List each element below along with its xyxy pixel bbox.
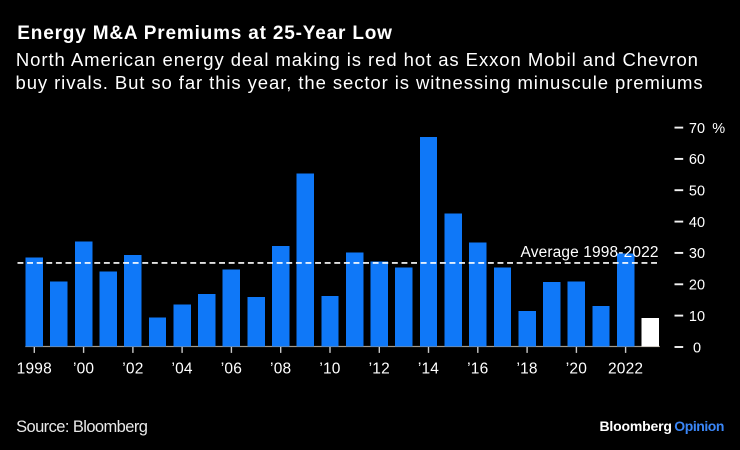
svg-text:’06: ’06 — [221, 361, 242, 378]
svg-text:Average 1998-2022: Average 1998-2022 — [521, 244, 659, 261]
svg-text:’02: ’02 — [122, 361, 143, 378]
svg-text:’04: ’04 — [171, 361, 192, 378]
svg-text:70: 70 — [689, 121, 705, 137]
svg-text:’00: ’00 — [73, 361, 94, 378]
svg-text:’18: ’18 — [516, 361, 537, 378]
svg-text:’20: ’20 — [566, 361, 587, 378]
svg-text:1998: 1998 — [17, 361, 52, 378]
svg-text:30: 30 — [689, 246, 705, 262]
svg-text:’08: ’08 — [270, 361, 291, 378]
svg-text:40: 40 — [689, 215, 705, 231]
svg-text:2022: 2022 — [608, 361, 643, 378]
svg-text:60: 60 — [689, 152, 705, 168]
svg-text:0: 0 — [693, 340, 701, 356]
svg-text:’12: ’12 — [369, 361, 390, 378]
svg-text:’14: ’14 — [418, 361, 439, 378]
svg-text:’16: ’16 — [467, 361, 488, 378]
svg-text:%: % — [712, 121, 725, 137]
svg-text:20: 20 — [689, 278, 705, 294]
svg-text:50: 50 — [689, 184, 705, 200]
svg-text:10: 10 — [689, 309, 705, 325]
svg-text:’10: ’10 — [319, 361, 340, 378]
